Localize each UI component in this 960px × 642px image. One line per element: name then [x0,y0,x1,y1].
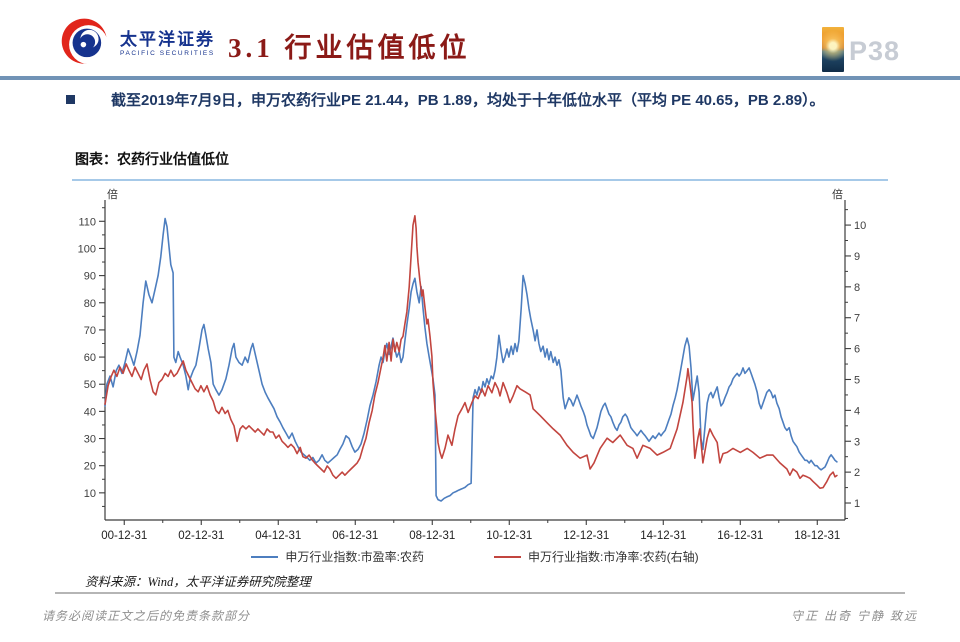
left-axis-tick-label: 40 [84,406,96,418]
legend-item-pe: 申万行业指数:市盈率:农药 [251,548,424,565]
left-axis-tick-label: 10 [84,488,96,500]
x-axis-tick-label: 18-12-31 [794,530,840,542]
right-axis-tick-label: 1 [854,498,860,510]
pb-line-swatch-icon [494,555,521,558]
caption-divider [72,179,888,181]
legend-item-pb: 申万行业指数:市净率:农药(右轴) [494,548,699,565]
left-axis-tick-label: 100 [78,243,96,255]
right-axis-tick-label: 3 [854,436,860,448]
right-axis-tick-label: 4 [854,405,860,417]
footer-disclaimer: 请务必阅读正文之后的免责条款部分 [42,609,251,623]
source-divider [55,592,905,594]
x-axis-tick-label: 02-12-31 [178,530,224,542]
pe-line-series [104,217,838,502]
left-axis-tick-label: 60 [84,352,96,364]
right-axis-tick-label: 2 [854,467,860,479]
left-axis-tick-label: 80 [84,298,96,310]
bullet-square-icon [66,95,75,104]
right-axis-tick-label: 5 [854,374,860,386]
company-logo: 太平洋证券 PACIFIC SECURITIES [60,16,215,73]
left-axis-tick-label: 110 [78,216,96,228]
x-axis-tick-label: 04-12-31 [255,530,301,542]
page-number-badge: P38 [849,36,901,66]
sunset-photo-thumbnail [822,27,844,72]
right-axis-tick-label: 9 [854,251,860,263]
right-axis-tick-label: 8 [854,282,860,294]
x-axis-tick-label: 16-12-31 [717,530,763,542]
logo-name-cn: 太平洋证券 [120,30,215,50]
logo-name-en: PACIFIC SECURITIES [120,50,215,58]
left-axis-tick-label: 90 [84,271,96,283]
left-axis-unit-label: 倍 [107,188,118,201]
legend-label-pe: 申万行业指数:市盈率:农药 [285,550,424,564]
chart-legend: 申万行业指数:市盈率:农药 申万行业指数:市净率:农药(右轴) [105,548,845,565]
x-axis-tick-label: 00-12-31 [101,530,147,542]
logo-text: 太平洋证券 PACIFIC SECURITIES [120,31,215,58]
right-axis-unit-label: 倍 [832,188,843,201]
x-axis-tick-label: 06-12-31 [332,530,378,542]
legend-label-pb: 申万行业指数:市净率:农药(右轴) [528,550,699,564]
left-axis-tick-label: 20 [84,461,96,473]
right-axis-tick-label: 7 [854,313,860,325]
pe-line-swatch-icon [251,555,279,558]
x-axis-tick-label: 08-12-31 [409,530,455,542]
left-axis-tick-label: 50 [84,379,96,391]
footer-motto: 守正 出奇 宁静 致远 [790,609,918,623]
figure-caption: 图表：农药行业估值低位 [75,151,229,167]
x-axis-tick-label: 12-12-31 [563,530,609,542]
x-axis-tick-label: 14-12-31 [640,530,686,542]
pacific-securities-logo-icon [60,16,112,73]
valuation-line-chart: 10 20 30 40 50 60 70 80 90 100 110 倍 1 2 3 4 5 6 7 8 9 10 倍 00-… [78,188,867,542]
right-axis-tick-label: 6 [854,344,860,356]
source-note: 资料来源：Wind，太平洋证券研究院整理 [85,575,311,589]
right-axis-tick-label: 10 [854,220,866,232]
page-title: 3.1 行业估值低位 [228,33,471,63]
left-axis-tick-label: 30 [84,434,96,446]
header-divider [0,76,960,80]
x-axis-tick-label: 10-12-31 [486,530,532,542]
pb-line-series [104,214,838,490]
bullet-text: 截至2019年7月9日，申万农药行业PE 21.44，PB 1.89，均处于十年… [111,92,825,109]
bullet-row: 截至2019年7月9日，申万农药行业PE 21.44，PB 1.89，均处于十年… [66,91,916,111]
left-axis-tick-label: 70 [84,325,96,337]
